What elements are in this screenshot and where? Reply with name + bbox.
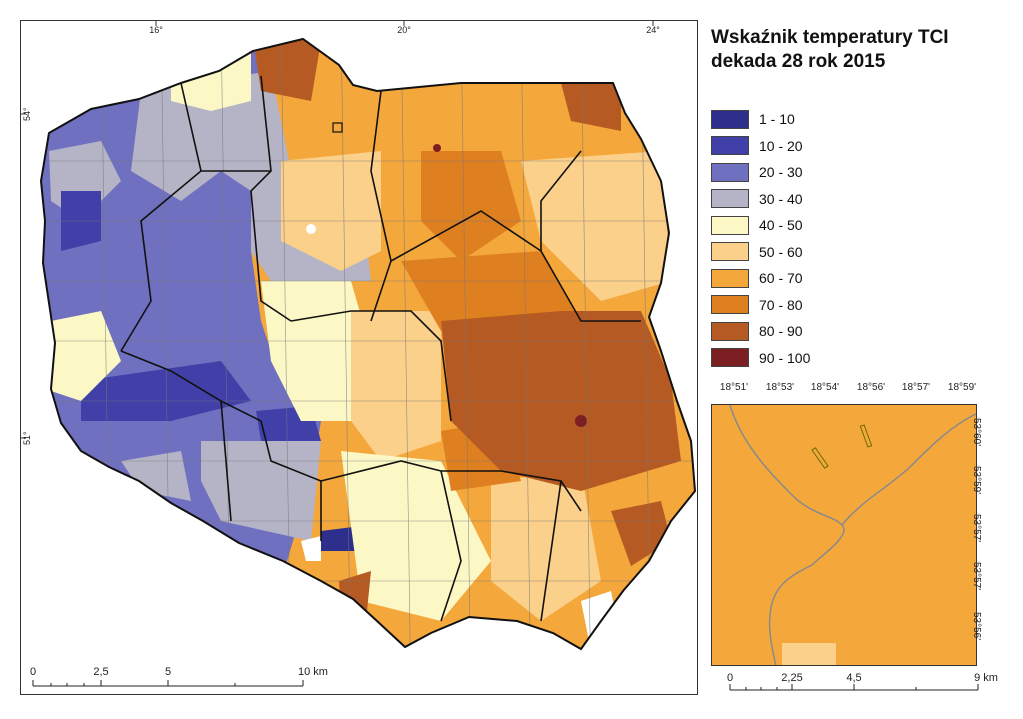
- lon-label-24: 24°: [646, 25, 660, 35]
- legend-label: 30 - 40: [759, 190, 803, 207]
- legend-item: 20 - 30: [711, 159, 810, 186]
- region-brown-north: [253, 39, 321, 101]
- inset-lon-label: 18°57': [901, 382, 931, 393]
- legend-item: 80 - 90: [711, 318, 810, 345]
- legend-item: 50 - 60: [711, 239, 810, 266]
- inset-locator: [332, 122, 343, 133]
- region-orange-2: [401, 251, 581, 331]
- legend-swatch: [711, 295, 749, 315]
- legend-label: 10 - 20: [759, 137, 803, 154]
- legend-swatch: [711, 215, 749, 235]
- legend-swatch: [711, 162, 749, 182]
- inset-scale-label-2-25: 2,25: [781, 672, 803, 684]
- legend-label: 60 - 70: [759, 270, 803, 287]
- inset-lat-label: 53°56': [971, 612, 982, 641]
- legend-swatch: [711, 348, 749, 368]
- region-w-yellow: [51, 311, 121, 401]
- main-scale-label-10: 10 km: [298, 666, 328, 678]
- legend-label: 50 - 60: [759, 243, 803, 260]
- inset-scale-label-0: 0: [726, 672, 734, 684]
- inset-map-graphic: [729, 405, 976, 665]
- legend-swatch: [711, 321, 749, 341]
- legend-item: 40 - 50: [711, 212, 810, 239]
- inset-lat-label: 53°57': [971, 562, 982, 591]
- title-line-2: dekada 28 rok 2015: [711, 51, 886, 72]
- region-dark-blue-2: [81, 361, 251, 421]
- main-map-frame: 16° 20° 24° 54° 51° 0 2,5 5 10 km: [20, 20, 698, 695]
- legend-item: 70 - 80: [711, 292, 810, 319]
- region-no-data-sw: [301, 536, 321, 561]
- legend-swatch: [711, 109, 749, 129]
- legend-item: 90 - 100: [711, 345, 810, 372]
- region-dark-blue-4: [321, 526, 361, 551]
- inset-island-2: [859, 424, 873, 448]
- main-scale-label-2-5: 2,5: [93, 666, 109, 678]
- inset-lon-label: 18°56': [856, 382, 886, 393]
- inset-scale-label-4-5: 4,5: [846, 672, 862, 684]
- district-lines: [41, 39, 695, 649]
- lon-label-20: 20°: [397, 25, 411, 35]
- legend-label: 1 - 10: [759, 111, 795, 128]
- legend-swatch: [711, 268, 749, 288]
- inset-lat-label: 53°57': [971, 514, 982, 543]
- inset-lon-label: 18°54': [810, 382, 840, 393]
- legend-item: 30 - 40: [711, 186, 810, 213]
- legend-label: 70 - 80: [759, 296, 803, 313]
- region-light-orange-3: [521, 151, 671, 301]
- inset-lon-label: 18°51': [719, 382, 749, 393]
- region-center-yellow: [261, 281, 371, 421]
- inset-lon-label: 18°53': [765, 382, 795, 393]
- map-title: Wskaźnik temperatury TCI dekada 28 rok 2…: [711, 26, 949, 74]
- legend-swatch: [711, 136, 749, 156]
- region-sw-grey: [121, 451, 191, 501]
- region-nw-grey: [131, 71, 291, 201]
- inset-panel: 18°51' 18°53' 18°54' 18°56' 18°57' 18°59…: [710, 380, 1010, 700]
- region-brown-ne: [561, 83, 621, 131]
- region-no-data-center: [306, 224, 316, 234]
- legend-item: 10 - 20: [711, 133, 810, 160]
- country-outline: [39, 37, 697, 651]
- inset-island-1: [811, 447, 829, 469]
- legend-label: 80 - 90: [759, 323, 803, 340]
- region-light-orange-1: [281, 151, 381, 271]
- region-dark-red-2: [433, 144, 441, 152]
- legend-swatch: [711, 189, 749, 209]
- legend-swatch: [711, 242, 749, 262]
- legend-label: 90 - 100: [759, 349, 811, 366]
- lat-label-51: 51°: [22, 431, 32, 445]
- region-light-orange-2: [351, 311, 441, 461]
- legend-label: 20 - 30: [759, 164, 803, 181]
- poland-map: [21, 21, 697, 687]
- lon-label-16: 16°: [149, 25, 163, 35]
- legend: 1 - 10 10 - 20 20 - 30 30 - 40 40 - 50 5…: [711, 106, 810, 371]
- title-line-1: Wskaźnik temperatury TCI: [711, 27, 949, 48]
- inset-lon-label: 18°59': [947, 382, 977, 393]
- legend-item: 1 - 10: [711, 106, 810, 133]
- main-scale-bar: [32, 680, 304, 687]
- region-orange-1: [421, 151, 521, 261]
- inset-lat-label: 53°60': [971, 418, 982, 447]
- inset-scale-label-9: 9 km: [974, 672, 998, 684]
- inset-map: [711, 404, 977, 666]
- inset-light-patch: [782, 643, 836, 665]
- main-scale-label-5: 5: [164, 666, 172, 678]
- region-light-orange-4: [491, 471, 601, 621]
- voivodeship-borders: [120, 75, 641, 622]
- inset-lat-label: 53°59': [971, 466, 982, 495]
- graticule-ticks: [21, 21, 654, 439]
- legend-label: 40 - 50: [759, 217, 803, 234]
- legend-item: 60 - 70: [711, 265, 810, 292]
- inset-scale-bar: [729, 684, 979, 691]
- region-dark-red-1: [575, 415, 587, 427]
- main-scale-label-0: 0: [29, 666, 37, 678]
- inset-river: [729, 405, 845, 665]
- lat-label-54: 54°: [22, 107, 32, 121]
- region-s-yellow: [341, 451, 491, 621]
- inset-river-branch: [841, 413, 976, 526]
